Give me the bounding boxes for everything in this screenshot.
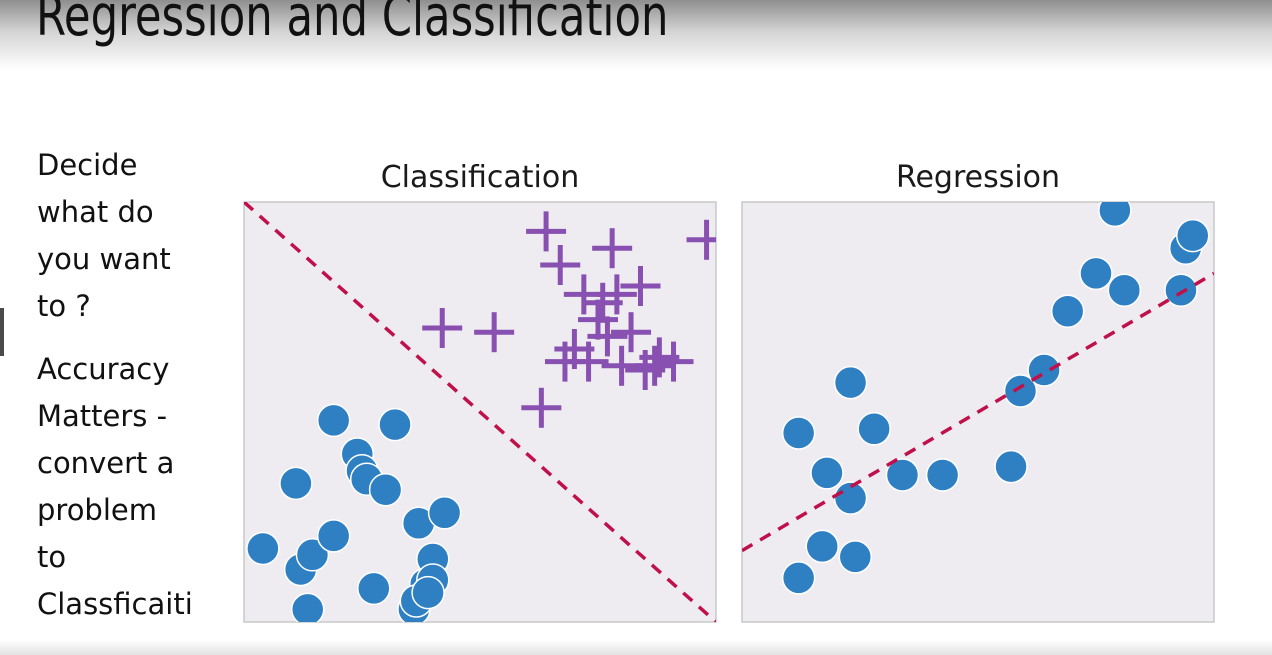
data-point-plus: [578, 299, 618, 340]
bullet-accuracy: Accuracy Matters - convert a problem to …: [37, 352, 193, 621]
data-point-circle: [295, 538, 330, 572]
data-point-plus: [540, 245, 581, 285]
data-point-circle: [838, 540, 873, 574]
bullet-list: Decide what do you want to ? Accuracy Ma…: [37, 142, 237, 644]
data-point-circle: [279, 466, 313, 501]
data-point-circle: [1079, 256, 1113, 291]
data-point-circle: [833, 365, 868, 400]
data-point-plus: [686, 219, 716, 260]
regression-plot: [741, 201, 1215, 623]
data-point-circle: [427, 496, 462, 530]
data-point-circle: [316, 519, 351, 553]
data-point-circle: [857, 412, 891, 446]
data-point-circle: [378, 407, 412, 442]
regression-plot-title: Regression: [895, 160, 1061, 195]
data-point-circle: [246, 531, 280, 566]
data-point-plus: [634, 345, 675, 386]
data-point-plus: [653, 341, 694, 382]
bullet-decide: Decide what do you want to ?: [37, 148, 171, 323]
decision-boundary-line: [244, 202, 716, 622]
title-bar-shade: [0, 0, 1272, 70]
edge-marker: [0, 308, 4, 356]
data-point-circle: [885, 458, 920, 492]
data-point-plus: [596, 274, 637, 315]
data-point-plus: [526, 211, 567, 252]
data-point-circle: [925, 458, 960, 492]
data-point-circle: [368, 472, 403, 507]
data-point-plus: [521, 387, 562, 428]
classification-plot-title: Classification: [380, 160, 580, 195]
data-point-plus: [587, 316, 628, 357]
data-point-circle: [805, 529, 839, 564]
data-point-circle: [1050, 294, 1085, 328]
data-point-plus: [422, 308, 463, 348]
classification-plot: [243, 201, 717, 623]
data-point-circle: [357, 571, 391, 606]
bottom-shade: [0, 640, 1272, 655]
data-point-circle: [781, 561, 816, 595]
data-point-circle: [1164, 273, 1198, 307]
plot-marks: [742, 202, 1214, 595]
data-point-circle: [1176, 218, 1210, 253]
regression-fit-line: [742, 271, 1214, 553]
data-point-circle: [833, 481, 868, 515]
data-point-circle: [1107, 273, 1142, 307]
plot-marks: [244, 202, 716, 622]
data-point-plus: [620, 266, 661, 306]
data-point-circle: [810, 456, 844, 490]
data-point-circle: [290, 592, 325, 622]
data-point-plus: [592, 228, 633, 269]
data-point-circle: [1098, 202, 1132, 228]
data-point-circle: [316, 403, 351, 438]
data-point-circle: [781, 416, 816, 450]
data-point-plus: [544, 341, 585, 382]
data-point-circle: [411, 575, 445, 610]
data-point-circle: [994, 449, 1028, 484]
slide-title: Regression and Classification: [36, 0, 669, 49]
data-point-plus: [474, 312, 515, 353]
data-point-circle: [1003, 374, 1038, 408]
data-point-plus: [611, 312, 652, 353]
